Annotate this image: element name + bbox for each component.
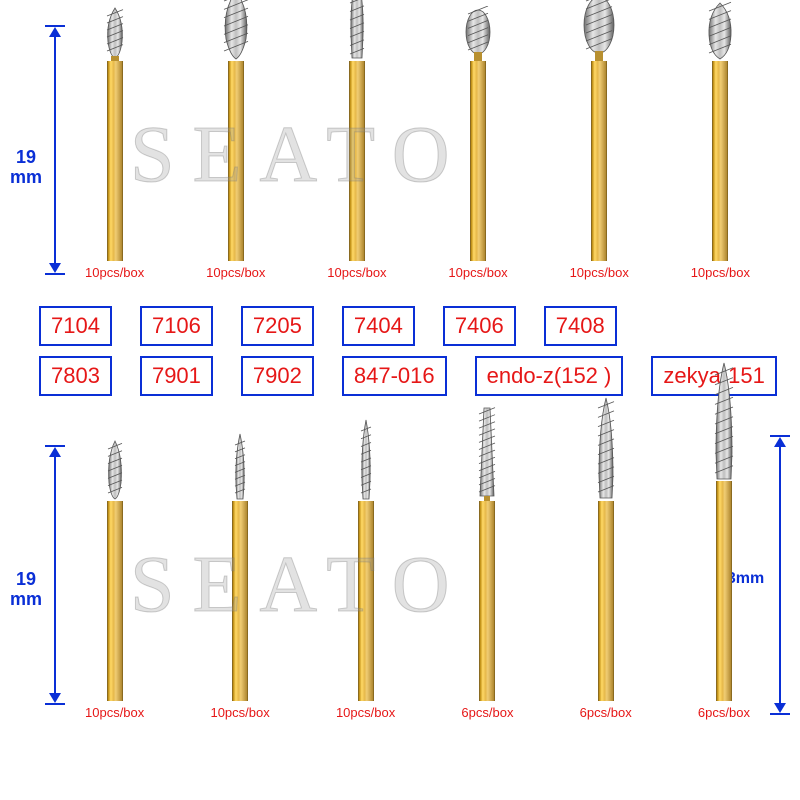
bur-item: 10pcs/box (85, 6, 144, 280)
pcs-label: 10pcs/box (691, 265, 750, 280)
bur-tip (704, 1, 736, 61)
bur-item: 10pcs/box (448, 6, 507, 280)
dim-arrow-top-left (40, 25, 70, 275)
bur-graphic (100, 6, 130, 261)
bur-item: 10pcs/box (85, 439, 144, 720)
bur-tip (103, 439, 127, 501)
pcs-label: 6pcs/box (461, 705, 513, 720)
bur-graphic (704, 1, 736, 261)
bur-tip (593, 396, 619, 501)
code-box: 7901 (140, 356, 213, 396)
code-box: 7104 (39, 306, 112, 346)
bur-tip (356, 419, 376, 501)
pcs-label: 10pcs/box (206, 265, 265, 280)
pcs-label: 10pcs/box (327, 265, 386, 280)
bur-item: 6pcs/box (580, 396, 632, 720)
code-box: 7205 (241, 306, 314, 346)
code-box: 7408 (544, 306, 617, 346)
code-box: 7106 (140, 306, 213, 346)
pcs-label: 6pcs/box (698, 705, 750, 720)
product-chart: 19mm 19mm 23mm 10pcs/box (0, 0, 800, 800)
bur-graphic (711, 361, 737, 701)
bur-shank (349, 61, 365, 261)
dim-label-top-left: 19mm (10, 148, 42, 188)
code-box: 847-016 (342, 356, 447, 396)
bur-shank (716, 481, 732, 701)
bur-shank (107, 61, 123, 261)
pcs-label: 10pcs/box (85, 705, 144, 720)
bur-graphic (593, 396, 619, 701)
code-box: endo-z(152 ) (475, 356, 624, 396)
pcs-label: 10pcs/box (336, 705, 395, 720)
code-box: 7803 (39, 356, 112, 396)
dim-arrow-bottom-left (40, 445, 70, 705)
dim-arrow-right (765, 435, 795, 715)
pcs-label: 10pcs/box (570, 265, 629, 280)
code-box: 7406 (443, 306, 516, 346)
code-box: 7404 (342, 306, 415, 346)
bur-shank (232, 501, 248, 701)
bur-shank (107, 501, 123, 701)
bur-row-bottom: 10pcs/box 10pcs/box 10pcs/box (85, 440, 750, 720)
bur-graphic (218, 0, 254, 261)
code-box: 7902 (241, 356, 314, 396)
bur-tip (218, 0, 254, 61)
bur-tip (463, 6, 493, 61)
bur-row-top: 10pcs/box 10pcs/box 10pcs/box (85, 20, 750, 280)
pcs-label: 10pcs/box (448, 265, 507, 280)
dim-label-bottom-left: 19mm (10, 570, 42, 610)
bur-tip (581, 0, 617, 61)
bur-shank (712, 61, 728, 261)
bur-graphic (230, 433, 250, 701)
bur-shank (479, 501, 495, 701)
pcs-label: 6pcs/box (580, 705, 632, 720)
bur-item: 10pcs/box (210, 433, 269, 720)
bur-graphic (103, 439, 127, 701)
bur-graphic (344, 0, 370, 261)
bur-item: 10pcs/box (570, 0, 629, 280)
bur-shank (598, 501, 614, 701)
bur-shank (591, 61, 607, 261)
code-label-grid: 7104 7106 7205 7404 7406 7408 7803 7901 7902 847… (39, 306, 764, 406)
bur-graphic (475, 406, 499, 701)
bur-shank (228, 61, 244, 261)
pcs-label: 10pcs/box (210, 705, 269, 720)
bur-tip (475, 406, 499, 501)
bur-graphic (463, 6, 493, 261)
bur-shank (358, 501, 374, 701)
bur-item: 6pcs/box (698, 361, 750, 720)
bur-item: 10pcs/box (206, 0, 265, 280)
pcs-label: 10pcs/box (85, 265, 144, 280)
bur-item: 10pcs/box (336, 419, 395, 720)
bur-item: 10pcs/box (691, 1, 750, 280)
bur-tip (711, 361, 737, 481)
bur-item: 10pcs/box (327, 0, 386, 280)
bur-tip (100, 6, 130, 61)
code-row-1: 7104 7106 7205 7404 7406 7408 (39, 306, 764, 346)
bur-graphic (356, 419, 376, 701)
code-row-2: 780379017902847-016endo-z(152 )zekya-151 (39, 356, 764, 396)
bur-graphic (581, 0, 617, 261)
bur-tip (344, 0, 370, 61)
bur-item: 6pcs/box (461, 406, 513, 720)
bur-shank (470, 61, 486, 261)
bur-tip (230, 433, 250, 501)
